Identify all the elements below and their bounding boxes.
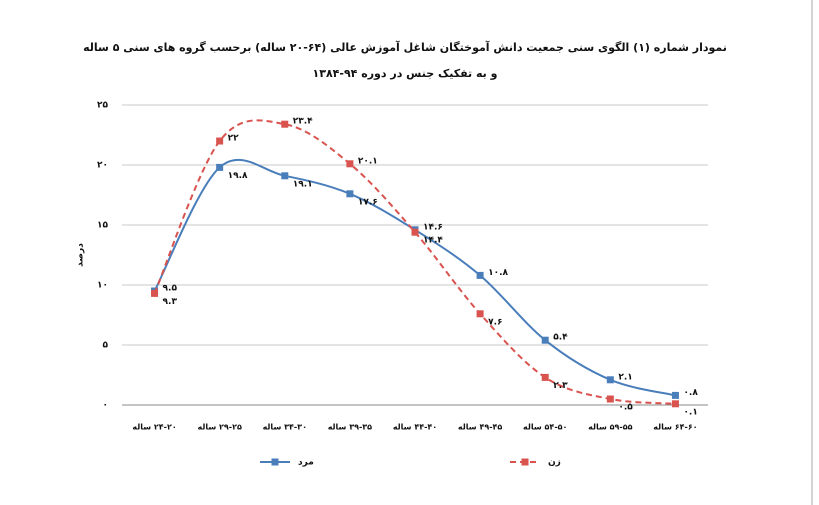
x-tick-label: ۴۹-۴۵ ساله bbox=[458, 423, 502, 432]
chart-title: نمودار شماره (۱) الگوی سنی جمعیت دانش آم… bbox=[83, 40, 727, 54]
marker bbox=[281, 172, 288, 179]
x-tick-label: ۲۹-۲۵ ساله bbox=[197, 423, 241, 432]
marker bbox=[672, 392, 679, 399]
y-tick-label: ۲۰ bbox=[97, 161, 108, 171]
data-label: ۱۴.۴ bbox=[423, 236, 443, 246]
chart: نمودار شماره (۱) الگوی سنی جمعیت دانش آم… bbox=[0, 0, 819, 505]
marker bbox=[412, 229, 419, 236]
data-label: ۹.۳ bbox=[163, 297, 178, 307]
marker bbox=[672, 400, 679, 407]
marker bbox=[607, 396, 614, 403]
y-tick-label: ۲۵ bbox=[97, 101, 108, 111]
marker bbox=[346, 160, 353, 167]
data-label: ۲۲ bbox=[228, 134, 239, 144]
data-label: ۲۳.۴ bbox=[293, 117, 313, 127]
chart-subtitle: و به تفکیک جنس در دوره ۹۴-۱۳۸۴ bbox=[313, 67, 498, 80]
marker bbox=[477, 272, 484, 279]
data-label: ۰.۱ bbox=[683, 407, 697, 417]
marker bbox=[151, 290, 158, 297]
y-axis-label: درصد bbox=[76, 243, 86, 267]
x-tick-label: ۳۴-۳۰ ساله bbox=[263, 423, 307, 432]
data-label: ۲.۱ bbox=[618, 372, 632, 382]
x-tick-label: ۴۴-۴۰ ساله bbox=[393, 423, 437, 432]
legend-marker bbox=[522, 459, 529, 466]
marker bbox=[216, 138, 223, 145]
data-label: ۱۰.۸ bbox=[488, 268, 508, 278]
x-tick-label: ۳۹-۳۵ ساله bbox=[328, 423, 372, 432]
data-label: ۷.۶ bbox=[488, 317, 502, 327]
marker bbox=[542, 337, 549, 344]
y-tick-label: ۱۰ bbox=[97, 281, 108, 291]
marker bbox=[542, 374, 549, 381]
legend-marker bbox=[272, 459, 279, 466]
marker bbox=[216, 164, 223, 171]
data-label: ۲۰.۱ bbox=[358, 156, 378, 166]
y-tick-label: ۰ bbox=[103, 401, 109, 411]
y-tick-label: ۱۵ bbox=[97, 221, 108, 231]
data-label: ۱۷.۶ bbox=[358, 197, 378, 207]
marker bbox=[607, 376, 614, 383]
data-label: ۱۴.۶ bbox=[423, 222, 443, 232]
marker bbox=[281, 121, 288, 128]
y-tick-label: ۵ bbox=[103, 341, 109, 351]
data-label: ۹.۵ bbox=[163, 284, 178, 294]
legend-label: مرد bbox=[298, 458, 314, 468]
data-label: ۵.۴ bbox=[553, 333, 568, 343]
data-label: ۲.۳ bbox=[553, 381, 568, 391]
marker bbox=[346, 190, 353, 197]
x-tick-label: ۲۴-۲۰ ساله bbox=[132, 423, 176, 432]
legend-label: زن bbox=[548, 458, 561, 468]
data-label: ۱۹.۱ bbox=[293, 179, 313, 189]
x-tick-label: ۶۴-۶۰ ساله bbox=[653, 423, 697, 432]
x-tick-label: ۵۹-۵۵ ساله bbox=[588, 423, 632, 432]
data-label: ۱۹.۸ bbox=[228, 171, 248, 181]
data-label: ۰.۵ bbox=[618, 403, 633, 413]
data-label: ۰.۸ bbox=[683, 388, 698, 398]
x-tick-label: ۵۴-۵۰ ساله bbox=[523, 423, 567, 432]
marker bbox=[477, 310, 484, 317]
